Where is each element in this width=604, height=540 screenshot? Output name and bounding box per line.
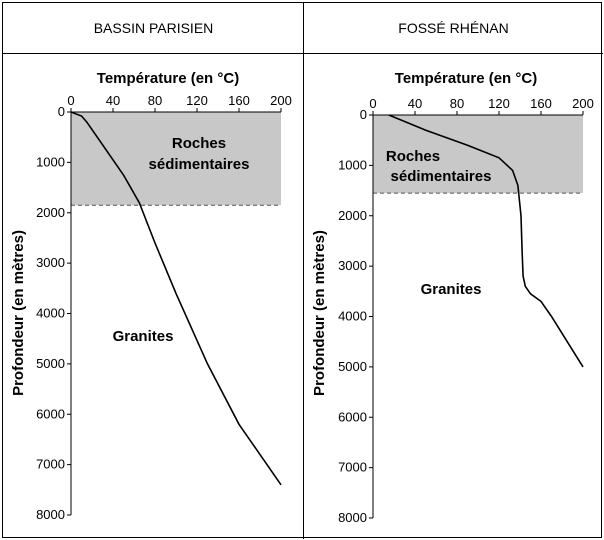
sedimentary-label-line2: sédimentaires [391,168,492,185]
granite-label: Granites [113,328,174,345]
right-chart-title: FOSSÉ RHÉNAN [398,20,509,36]
x-tick-label: 0 [369,96,376,111]
y-tick-label: 0 [360,107,367,122]
y-tick-label: 3000 [338,258,367,273]
y-tick-label: 8000 [338,510,367,525]
y-tick-label: 5000 [36,356,65,371]
x-tick-label: 80 [148,93,162,108]
y-tick-label: 7000 [36,457,65,472]
x-tick-label: 160 [228,93,250,108]
sedimentary-zone [373,115,583,194]
y-axis-label: Profondeur (en mètres) [10,230,27,396]
sedimentary-label-line1: Roches [386,148,440,165]
y-tick-label: 1000 [36,154,65,169]
y-tick-label: 4000 [338,309,367,324]
y-tick-label: 1000 [338,157,367,172]
sedimentary-label-line1: Roches [172,135,226,152]
sedimentary-zone [71,112,281,206]
y-tick-label: 3000 [36,255,65,270]
y-axis-label: Profondeur (en mètres) [311,230,328,396]
x-tick-label: 120 [186,93,208,108]
temperature-curve [388,114,584,368]
x-tick-label: 200 [572,96,594,111]
y-tick-label: 7000 [338,460,367,475]
x-tick-label: 40 [408,96,422,111]
y-tick-label: 2000 [36,205,65,220]
x-tick-label: 120 [488,96,510,111]
y-tick-label: 0 [58,104,65,119]
granite-label: Granites [421,281,482,298]
y-tick-label: 6000 [36,406,65,421]
y-tick-label: 2000 [338,208,367,223]
y-tick-label: 6000 [338,409,367,424]
temperature-curve [70,111,282,486]
y-tick-label: 8000 [36,507,65,522]
x-tick-label: 160 [530,96,552,111]
panel-divider [303,3,304,539]
x-axis-label: Température (en °C) [97,70,239,87]
x-axis-label: Température (en °C) [395,70,537,87]
x-tick-label: 200 [270,93,292,108]
right-chart: Température (en °C) Profondeur (en mètre… [311,70,594,525]
y-tick-label: 5000 [338,359,367,374]
x-tick-label: 80 [450,96,464,111]
y-tick-label: 4000 [36,306,65,321]
x-tick-label: 0 [67,93,74,108]
x-tick-label: 40 [106,93,120,108]
left-chart: Température (en °C) Profondeur (en mètre… [10,70,292,522]
left-chart-title: BASSIN PARISIEN [93,20,214,36]
sedimentary-label-line2: sédimentaires [149,156,250,173]
